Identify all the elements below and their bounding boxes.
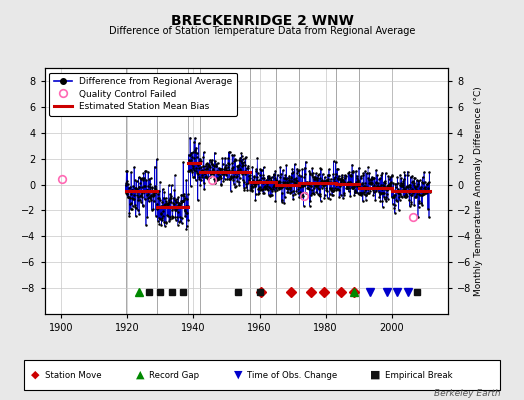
Text: Difference of Station Temperature Data from Regional Average: Difference of Station Temperature Data f…: [109, 26, 415, 36]
Y-axis label: Monthly Temperature Anomaly Difference (°C): Monthly Temperature Anomaly Difference (…: [474, 86, 483, 296]
Text: ▲: ▲: [136, 370, 145, 380]
Text: Station Move: Station Move: [45, 370, 101, 380]
Text: Berkeley Earth: Berkeley Earth: [434, 389, 500, 398]
Text: ■: ■: [370, 370, 381, 380]
Text: Empirical Break: Empirical Break: [385, 370, 452, 380]
Legend: Difference from Regional Average, Quality Control Failed, Estimated Station Mean: Difference from Regional Average, Qualit…: [49, 72, 237, 116]
Text: Time of Obs. Change: Time of Obs. Change: [247, 370, 337, 380]
Text: ▼: ▼: [234, 370, 243, 380]
Text: ◆: ◆: [31, 370, 40, 380]
Text: Record Gap: Record Gap: [149, 370, 200, 380]
Text: BRECKENRIDGE 2 WNW: BRECKENRIDGE 2 WNW: [171, 14, 353, 28]
